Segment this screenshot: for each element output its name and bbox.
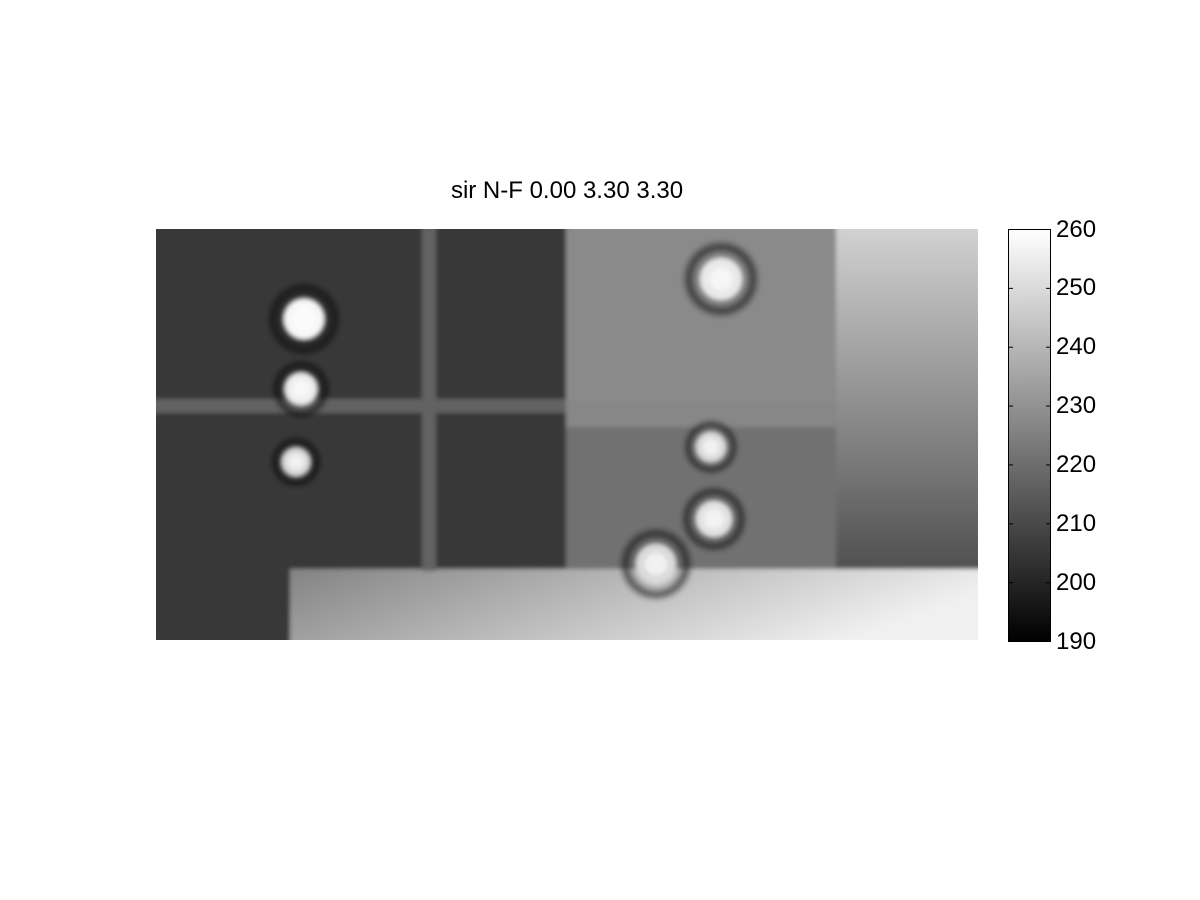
chart-title: sir N-F 0.00 3.30 3.30: [450, 177, 684, 204]
bright-spot-core: [293, 308, 315, 330]
bright-spot-core: [645, 553, 667, 575]
bright-spot-core: [704, 509, 724, 529]
colorbar-tick-label: 230: [1056, 392, 1097, 420]
colorbar-tick-label: 250: [1056, 274, 1097, 302]
colorbar-tick-label: 240: [1056, 333, 1097, 361]
stripe-vertical: [422, 225, 436, 571]
bright-spot-core: [702, 438, 720, 456]
heatmap-image: [152, 225, 982, 644]
colorbar: [1008, 229, 1051, 642]
stripe-horizontal: [152, 399, 566, 413]
heatmap-svg: [152, 225, 982, 644]
colorbar-tick-label: 260: [1056, 215, 1097, 243]
bright-spot-core: [292, 380, 310, 398]
colorbar-tick-labels: 260 250 240 230 220 210 200 190: [1056, 217, 1136, 653]
colorbar-tick-label: 190: [1056, 627, 1097, 655]
colorbar-gradient: [1008, 229, 1051, 642]
bright-spot-core: [288, 454, 304, 470]
bright-spot-core: [709, 267, 733, 291]
colorbar-tick-label: 200: [1056, 568, 1097, 596]
region-right-strip: [836, 225, 982, 569]
colorbar-tick-label: 210: [1056, 509, 1097, 537]
colorbar-tick-label: 220: [1056, 450, 1097, 478]
